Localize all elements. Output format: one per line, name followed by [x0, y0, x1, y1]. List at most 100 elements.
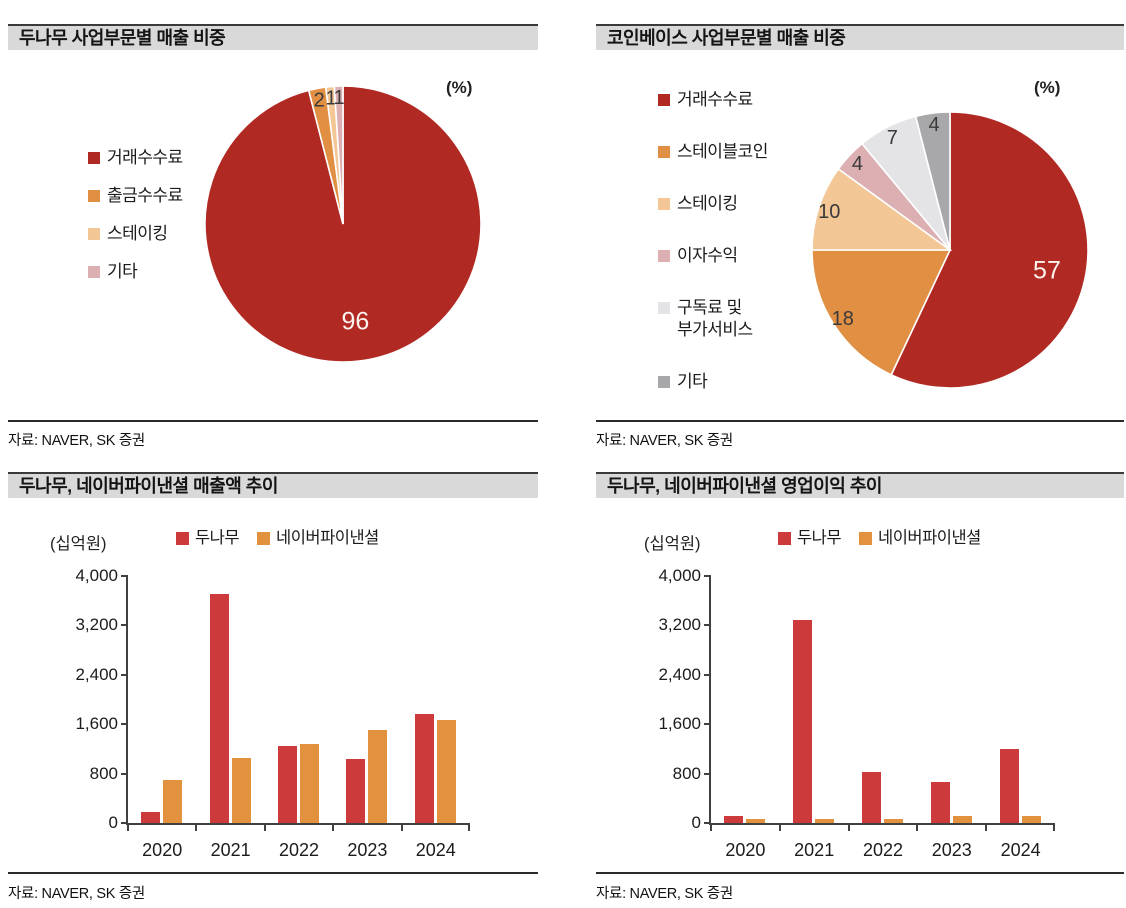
- pie-value-label: 18: [832, 308, 854, 330]
- pie-value-label: 7: [887, 127, 898, 149]
- legend-swatch: [257, 531, 271, 545]
- unit-label: (십억원): [50, 535, 107, 553]
- y-axis-tick: [704, 772, 711, 775]
- legend-swatch: [658, 302, 670, 314]
- bar-네이버파이낸셜-2022: [884, 819, 903, 823]
- pie-chart-coinbase: 57 18 10 4 7 4: [810, 110, 1090, 390]
- x-axis-category-label: 2023: [931, 840, 972, 860]
- bar-네이버파이낸셜-2021: [231, 758, 251, 823]
- x-axis-category-label: 2023: [347, 840, 388, 860]
- x-axis-category-label: 2021: [794, 840, 835, 860]
- pie-legend: 거래수수료 출금수수료 스테이킹 기타: [88, 147, 183, 299]
- y-axis-tick-label: 1,600: [75, 714, 118, 734]
- pie-chart-dunamu: 96 2 1 1: [203, 84, 483, 364]
- source-divider: [8, 872, 538, 874]
- title-underline: [596, 472, 1124, 474]
- legend-swatch: [658, 376, 670, 388]
- legend-swatch: [658, 94, 670, 106]
- pie-value-label: 4: [852, 153, 863, 175]
- x-axis-tick: [127, 823, 129, 831]
- panel-operating-profit-trend: 두나무, 네이버파이낸셜 영업이익 추이 (십억원) 두나무 네이버파이낸셜 0 8…: [596, 472, 1124, 908]
- legend-item: 스테이킹: [658, 193, 789, 215]
- bar-legend: 두나무 네이버파이낸셜: [778, 527, 981, 549]
- legend-swatch: [778, 531, 791, 545]
- bar-네이버파이낸셜-2024: [436, 719, 456, 823]
- pie-value-label: 96: [342, 308, 370, 336]
- y-axis-tick-label: 1,600: [658, 714, 701, 734]
- title-underline: [596, 24, 1124, 26]
- x-axis-tick: [985, 823, 988, 831]
- pie-value-label: 1: [325, 88, 336, 110]
- pie-value-label: 10: [818, 201, 840, 223]
- pie-slice: [890, 111, 1089, 389]
- bar-두나무-2023: [346, 758, 366, 823]
- y-axis-tick: [704, 673, 711, 676]
- legend-item: 이자수익: [658, 245, 789, 267]
- bar-네이버파이낸셜-2023: [952, 816, 972, 823]
- source-text: 자료: NAVER, SK 증권: [8, 886, 145, 902]
- legend-swatch: [658, 146, 670, 158]
- y-axis-tick: [121, 723, 128, 726]
- bar-두나무-2024: [414, 714, 434, 823]
- legend-item: 구독료 및 부가서비스: [658, 297, 789, 341]
- chart-title-bar: 두나무 사업부문별 매출 비중: [8, 24, 538, 50]
- panel-coinbase-revenue-mix: 코인베이스 사업부문별 매출 비중 (%) 거래수수료 스테이블코인 스테이킹 이자수…: [596, 24, 1124, 472]
- bar-두나무-2024: [999, 748, 1019, 823]
- pie-slice: [811, 249, 952, 376]
- chart-title-bar: 코인베이스 사업부문별 매출 비중: [596, 24, 1124, 50]
- x-axis-tick: [263, 823, 266, 831]
- source-text: 자료: NAVER, SK 증권: [596, 433, 733, 449]
- x-axis-tick: [710, 823, 712, 831]
- x-axis-category-label: 2020: [142, 840, 183, 860]
- source-text: 자료: NAVER, SK 증권: [8, 433, 145, 449]
- legend-item: 출금수수료: [88, 185, 183, 207]
- bar-두나무-2021: [209, 593, 229, 823]
- y-axis-tick-label: 3,200: [658, 615, 701, 635]
- pie-value-label: 2: [314, 89, 325, 111]
- x-axis-category-label: 2024: [415, 840, 456, 860]
- y-axis-tick: [121, 673, 128, 676]
- y-axis-tick: [704, 624, 711, 627]
- x-axis-tick: [195, 823, 198, 831]
- title-underline: [8, 24, 538, 26]
- legend-swatch: [658, 250, 670, 262]
- unit-label: (%): [446, 78, 473, 97]
- y-axis-tick-label: 0: [691, 813, 701, 832]
- pie-value-label: 57: [1033, 257, 1061, 285]
- bar-두나무-2022: [278, 745, 297, 823]
- legend-label: 기타: [107, 262, 138, 281]
- pie-slice: [914, 111, 951, 251]
- x-axis-tick: [916, 823, 919, 831]
- chart-title-bar: 두나무, 네이버파이낸셜 영업이익 추이: [596, 472, 1124, 498]
- y-axis-tick-label: 800: [672, 763, 701, 783]
- bar-chart-operating-profit: 0 800 1,600 2,400 3,200 4,000 2020 2021 2022 2023…: [658, 566, 1055, 860]
- source-divider: [8, 420, 538, 422]
- x-axis-tick: [1053, 823, 1055, 831]
- chart-title: 두나무, 네이버파이낸셜 매출액 추이: [19, 476, 278, 496]
- legend-swatch: [88, 190, 100, 202]
- legend-swatch: [88, 266, 100, 278]
- legend-item: 두나무: [176, 527, 240, 549]
- x-axis-category-label: 2020: [725, 840, 766, 860]
- y-axis-tick-label: 2,400: [658, 664, 701, 684]
- legend-label: 네이버파이낸셜: [878, 529, 981, 547]
- legend-label: 구독료 및 부가서비스: [677, 298, 753, 339]
- legend-swatch: [859, 531, 873, 545]
- legend-item: 네이버파이낸셜: [257, 527, 379, 549]
- y-axis-tick-label: 4,000: [658, 566, 701, 585]
- x-axis-tick: [332, 823, 335, 831]
- legend-swatch: [88, 152, 100, 164]
- source-divider: [596, 872, 1124, 874]
- x-axis-category-label: 2022: [862, 840, 904, 860]
- bar-네이버파이낸셜-2020: [163, 779, 183, 823]
- pie-legend: 거래수수료 스테이블코인 스테이킹 이자수익 구독료 및 부가서비스 기타: [658, 89, 789, 423]
- pie-slice: [333, 85, 344, 225]
- bar-네이버파이낸셜-2023: [368, 729, 388, 823]
- bar-네이버파이낸셜-2022: [300, 743, 319, 823]
- pie-value-label: 4: [929, 114, 940, 136]
- legend-label: 네이버파이낸셜: [276, 529, 379, 547]
- x-axis-tick: [847, 823, 850, 831]
- legend-item: 스테이킹: [88, 223, 183, 245]
- y-axis-tick-label: 2,400: [75, 664, 118, 684]
- y-axis-tick-label: 0: [108, 813, 118, 832]
